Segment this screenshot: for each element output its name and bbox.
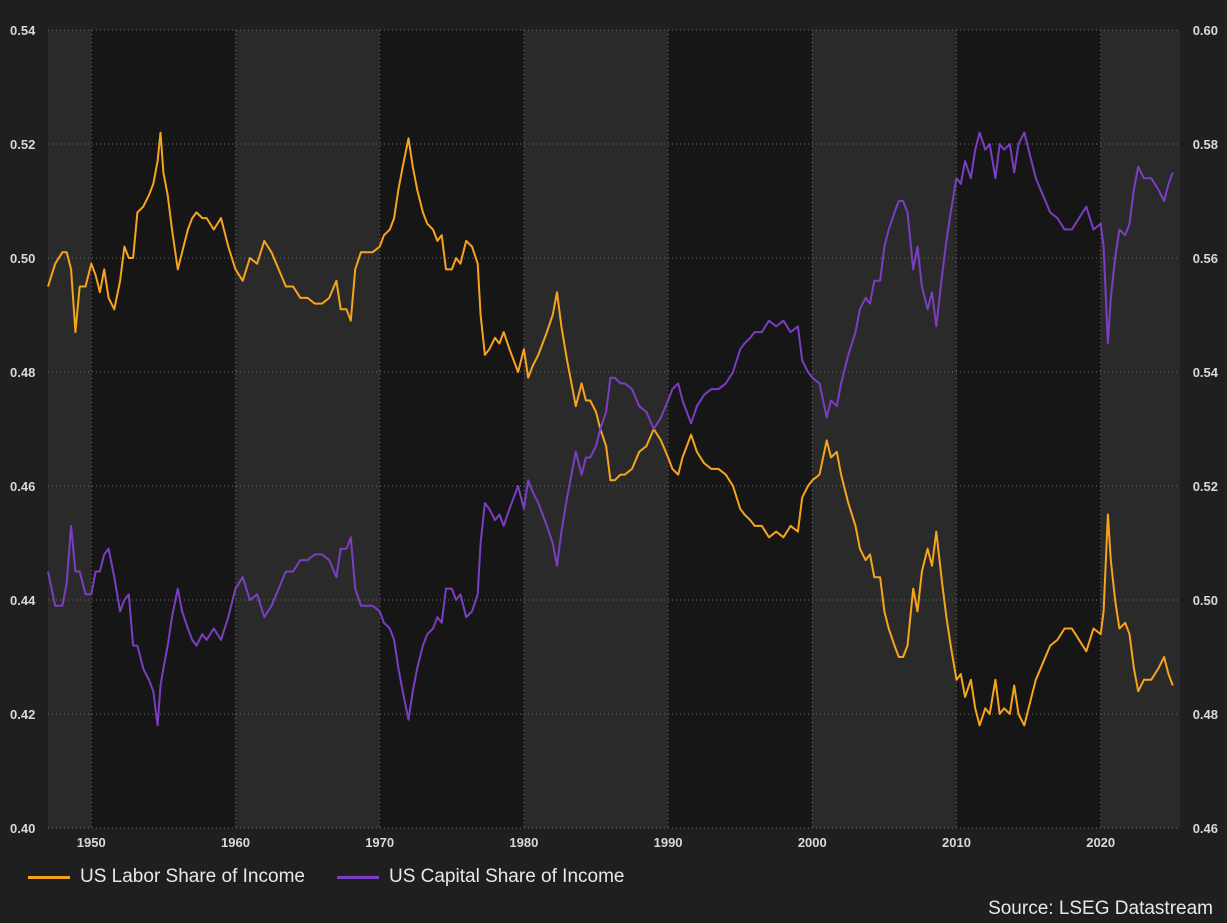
series-line-labor <box>47 131 1174 727</box>
x-tick-label: 2000 <box>798 835 827 850</box>
y-right-tick-label: 0.56 <box>1193 251 1218 266</box>
y-left-tick-label: 0.40 <box>10 821 35 836</box>
background-band <box>956 30 1101 828</box>
x-tick-label: 1980 <box>509 835 538 850</box>
y-left-tick-label: 0.54 <box>10 23 36 38</box>
x-tick-label: 1960 <box>221 835 250 850</box>
legend-swatch-capital <box>336 875 379 879</box>
y-right-tick-label: 0.60 <box>1193 23 1218 38</box>
background-band <box>48 30 92 828</box>
background-band <box>812 30 957 828</box>
x-tick-label: 1990 <box>654 835 683 850</box>
y-left-tick-label: 0.46 <box>10 479 35 494</box>
background-bands <box>48 30 1180 828</box>
y-right-tick-label: 0.50 <box>1193 593 1218 608</box>
y-right-tick-label: 0.52 <box>1193 479 1218 494</box>
series-lines <box>47 131 1174 727</box>
legend-item-capital[interactable]: US Capital Share of Income <box>336 866 625 888</box>
y-left-tick-label: 0.52 <box>10 137 35 152</box>
y-left-tick-label: 0.42 <box>10 707 35 722</box>
y-right-tick-label: 0.54 <box>1193 365 1219 380</box>
tick-labels: 0.40 0.42 0.44 0.46 0.48 0.50 0.52 0.54 0.46 0.48… <box>10 23 1219 850</box>
x-tick-label: 1970 <box>365 835 394 850</box>
series-line-capital <box>47 131 1174 727</box>
legend-item-labor[interactable]: US Labor Share of Income <box>28 866 305 888</box>
background-band <box>668 30 813 828</box>
x-tick-label: 2010 <box>942 835 971 850</box>
background-band <box>379 30 524 828</box>
background-band <box>523 30 669 828</box>
y-right-tick-label: 0.46 <box>1193 821 1218 836</box>
background-band <box>91 30 236 828</box>
legend-label-capital: US Capital Share of Income <box>388 866 625 887</box>
y-left-tick-label: 0.50 <box>10 251 35 266</box>
legend-label-labor: US Labor Share of Income <box>80 866 305 887</box>
background-band <box>235 30 380 828</box>
y-right-tick-label: 0.58 <box>1193 137 1218 152</box>
source-note: Source: LSEG Datastream <box>988 898 1213 919</box>
y-right-tick-label: 0.48 <box>1193 707 1218 722</box>
legend-swatch-labor <box>28 875 70 879</box>
y-left-tick-label: 0.44 <box>10 593 36 608</box>
y-left-tick-label: 0.48 <box>10 365 35 380</box>
x-tick-label: 1950 <box>77 835 106 850</box>
legend: US Labor Share of Income US Capital Shar… <box>28 866 624 888</box>
gridlines <box>48 29 1180 829</box>
x-tick-label: 2020 <box>1086 835 1115 850</box>
background-band <box>1100 30 1180 828</box>
